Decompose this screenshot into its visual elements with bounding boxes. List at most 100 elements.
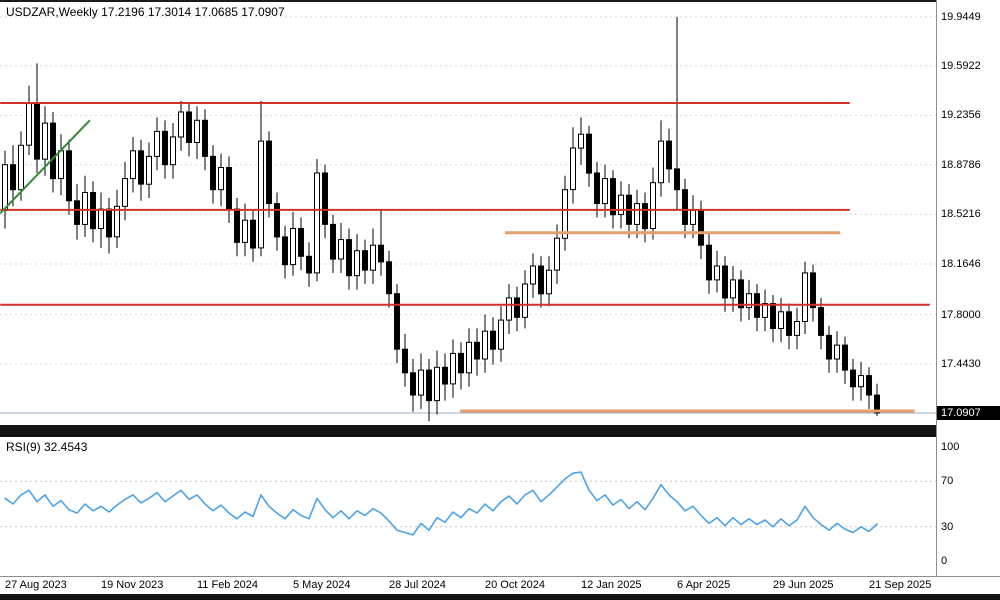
date-label: 27 Aug 2023 <box>5 579 67 591</box>
bear-candle <box>66 150 72 202</box>
bear-candle <box>610 178 616 216</box>
bear-candle <box>874 394 880 414</box>
candlestick-chart[interactable] <box>0 0 936 425</box>
bear-candle <box>722 265 728 299</box>
bear-candle <box>50 122 56 180</box>
price-axis-label: 18.5216 <box>941 208 981 220</box>
date-label: 5 May 2024 <box>293 579 351 591</box>
rsi-line <box>4 471 878 536</box>
bull-candle <box>290 228 296 266</box>
bull-candle <box>218 167 224 191</box>
rsi-panel[interactable]: RSI(9) 32.4543 <box>0 437 936 576</box>
bull-candle <box>314 172 320 274</box>
bull-candle <box>466 341 472 374</box>
bear-candle <box>386 261 392 295</box>
bull-candle <box>338 239 344 260</box>
window-top-border <box>0 0 1000 2</box>
bear-candle <box>330 223 336 260</box>
main-chart-panel[interactable]: USDZAR,Weekly 17.2196 17.3014 17.0685 17… <box>0 0 936 425</box>
bear-candle <box>298 228 304 257</box>
bear-candle <box>402 348 408 374</box>
bear-candle <box>74 200 80 225</box>
rsi-indicator-label: RSI(9) 32.4543 <box>6 440 88 454</box>
bear-candle <box>426 369 432 402</box>
bear-candle <box>106 208 112 238</box>
bull-candle <box>530 265 536 285</box>
bear-candle <box>266 140 272 205</box>
bear-candle <box>138 150 144 185</box>
bear-candle <box>682 189 688 225</box>
bear-candle <box>34 103 40 160</box>
bull-candle <box>730 279 736 299</box>
bull-candle <box>554 237 560 271</box>
bear-candle <box>538 265 544 295</box>
bear-candle <box>250 219 256 249</box>
date-label: 11 Feb 2024 <box>197 579 258 591</box>
bull-candle <box>562 189 568 239</box>
bear-candle <box>594 172 600 204</box>
bear-candle <box>698 210 704 246</box>
bear-candle <box>274 203 280 238</box>
date-label: 29 Jun 2025 <box>773 579 834 591</box>
bull-candle <box>802 272 808 322</box>
bear-candle <box>866 375 872 396</box>
price-axis-label: 19.9449 <box>941 11 981 23</box>
bull-candle <box>762 303 768 318</box>
bull-candle <box>434 366 440 402</box>
date-label: 6 Apr 2025 <box>677 579 731 591</box>
bull-candle <box>418 369 424 396</box>
trendline[interactable] <box>0 119 91 214</box>
bull-candle <box>450 352 456 385</box>
date-label: 19 Nov 2023 <box>101 579 164 591</box>
bear-candle <box>810 272 816 309</box>
bear-candle <box>514 297 520 318</box>
bear-candle <box>770 303 776 329</box>
rsi-axis-label: 100 <box>941 441 960 453</box>
bear-candle <box>226 167 232 210</box>
bull-candle <box>114 205 120 238</box>
bear-candle <box>282 236 288 266</box>
bull-candle <box>18 144 24 191</box>
bull-candle <box>714 265 720 281</box>
bull-candle <box>482 330 488 360</box>
bear-candle <box>442 366 448 385</box>
bull-candle <box>2 164 8 211</box>
bottom-bar <box>0 594 1000 600</box>
chart-title: USDZAR,Weekly 17.2196 17.3014 17.0685 17… <box>6 5 285 19</box>
bull-candle <box>258 140 264 249</box>
bull-candle <box>178 111 184 138</box>
bear-candle <box>738 279 744 309</box>
bear-candle <box>346 239 352 277</box>
bull-candle <box>154 130 160 157</box>
bull-candle <box>506 297 512 321</box>
bull-candle <box>778 311 784 329</box>
bear-candle <box>322 172 328 225</box>
bear-candle <box>642 203 648 230</box>
bull-candle <box>58 150 64 180</box>
bear-candle <box>234 208 240 243</box>
bear-candle <box>666 140 672 170</box>
date-label: 12 Jan 2025 <box>581 579 642 591</box>
bear-candle <box>490 330 496 350</box>
bear-candle <box>458 352 464 374</box>
price-axis-label: 17.4430 <box>941 358 981 370</box>
bear-candle <box>202 119 208 157</box>
panel-splitter[interactable] <box>0 425 1000 437</box>
date-label: 28 Jul 2024 <box>389 579 446 591</box>
bull-candle <box>858 375 864 388</box>
bull-candle <box>834 344 840 360</box>
bull-candle <box>546 269 552 295</box>
bear-candle <box>162 130 168 166</box>
bull-candle <box>690 210 696 225</box>
price-axis-label: 18.8786 <box>941 159 981 171</box>
price-axis: 17.0907 19.9449 19.5922 19.2356 18.8786 18.5… <box>936 0 1000 576</box>
bear-candle <box>10 164 16 191</box>
bear-candle <box>706 244 712 281</box>
rsi-chart[interactable] <box>0 437 936 576</box>
bear-candle <box>786 311 792 336</box>
bull-candle <box>42 122 48 160</box>
bull-candle <box>98 208 104 230</box>
bear-candle <box>818 307 824 336</box>
date-label: 21 Sep 2025 <box>869 579 932 591</box>
bear-candle <box>474 341 480 360</box>
